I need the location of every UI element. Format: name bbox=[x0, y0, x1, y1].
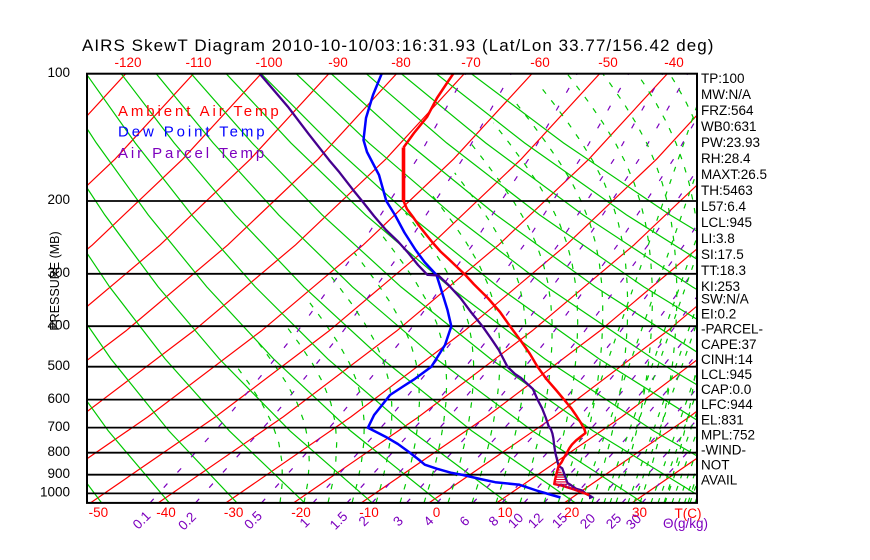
svg-text:TT:18.3: TT:18.3 bbox=[701, 263, 746, 278]
svg-text:-30: -30 bbox=[224, 505, 244, 520]
svg-text:1000: 1000 bbox=[40, 485, 70, 500]
svg-text:PW:23.93: PW:23.93 bbox=[701, 135, 760, 150]
svg-text:-70: -70 bbox=[461, 55, 481, 70]
svg-text:-40: -40 bbox=[156, 505, 176, 520]
svg-text:AVAIL: AVAIL bbox=[701, 473, 738, 488]
svg-text:10: 10 bbox=[497, 505, 512, 520]
svg-text:Θ(g/kg): Θ(g/kg) bbox=[663, 516, 708, 531]
svg-text:SW:N/A: SW:N/A bbox=[701, 292, 749, 307]
svg-text:-20: -20 bbox=[291, 505, 311, 520]
svg-text:MPL:752: MPL:752 bbox=[701, 427, 755, 442]
svg-text:-PARCEL-: -PARCEL- bbox=[701, 322, 763, 337]
svg-text:30: 30 bbox=[632, 505, 647, 520]
svg-text:LI:3.8: LI:3.8 bbox=[701, 231, 735, 246]
svg-text:Ambient Air Temp: Ambient Air Temp bbox=[118, 103, 282, 120]
svg-text:20: 20 bbox=[564, 505, 579, 520]
svg-text:200: 200 bbox=[47, 192, 70, 207]
svg-text:700: 700 bbox=[47, 419, 70, 434]
svg-text:0: 0 bbox=[433, 505, 441, 520]
svg-text:-80: -80 bbox=[391, 55, 411, 70]
svg-text:PRESSURE (MB): PRESSURE (MB) bbox=[48, 231, 62, 330]
svg-text:-50: -50 bbox=[598, 55, 618, 70]
svg-text:L57:6.4: L57:6.4 bbox=[701, 199, 747, 214]
svg-text:-40: -40 bbox=[664, 55, 684, 70]
svg-text:-60: -60 bbox=[530, 55, 550, 70]
svg-text:500: 500 bbox=[47, 358, 70, 373]
svg-text:EI:0.2: EI:0.2 bbox=[701, 307, 736, 322]
svg-text:RH:28.4: RH:28.4 bbox=[701, 151, 751, 166]
svg-text:-110: -110 bbox=[185, 55, 211, 70]
svg-text:-90: -90 bbox=[328, 55, 348, 70]
svg-text:Dew Point Temp: Dew Point Temp bbox=[118, 124, 268, 141]
svg-text:-10: -10 bbox=[359, 505, 379, 520]
svg-text:FRZ:564: FRZ:564 bbox=[701, 103, 754, 118]
svg-text:MAXT:26.5: MAXT:26.5 bbox=[701, 167, 767, 182]
svg-text:CINH:14: CINH:14 bbox=[701, 352, 753, 367]
svg-text:NOT: NOT bbox=[701, 458, 730, 473]
svg-text:800: 800 bbox=[47, 444, 70, 459]
svg-text:T(C): T(C) bbox=[675, 506, 702, 521]
svg-text:LFC:944: LFC:944 bbox=[701, 397, 753, 412]
svg-text:EL:831: EL:831 bbox=[701, 412, 744, 427]
svg-text:CAP:0.0: CAP:0.0 bbox=[701, 382, 751, 397]
svg-text:LCL:945: LCL:945 bbox=[701, 367, 752, 382]
svg-text:-100: -100 bbox=[255, 55, 282, 70]
svg-text:TH:5463: TH:5463 bbox=[701, 183, 753, 198]
svg-text:400: 400 bbox=[47, 317, 70, 332]
svg-text:AIRS SkewT Diagram 2010-10-10/: AIRS SkewT Diagram 2010-10-10/03:16:31.9… bbox=[82, 36, 714, 55]
svg-text:MW:N/A: MW:N/A bbox=[701, 87, 751, 102]
svg-text:-50: -50 bbox=[89, 505, 109, 520]
svg-text:SI:17.5: SI:17.5 bbox=[701, 247, 744, 262]
svg-text:600: 600 bbox=[47, 391, 70, 406]
svg-text:100: 100 bbox=[47, 65, 70, 80]
svg-text:900: 900 bbox=[47, 466, 70, 481]
svg-text:-120: -120 bbox=[114, 55, 141, 70]
svg-text:-WIND-: -WIND- bbox=[701, 443, 746, 458]
svg-text:CAPE:37: CAPE:37 bbox=[701, 337, 757, 352]
svg-text:300: 300 bbox=[47, 265, 70, 280]
svg-text:LCL:945: LCL:945 bbox=[701, 215, 752, 230]
svg-text:KI:253: KI:253 bbox=[701, 279, 740, 294]
svg-text:WB0:631: WB0:631 bbox=[701, 119, 757, 134]
svg-text:TP:100: TP:100 bbox=[701, 71, 745, 86]
svg-text:Air Parcel Temp: Air Parcel Temp bbox=[118, 145, 267, 162]
